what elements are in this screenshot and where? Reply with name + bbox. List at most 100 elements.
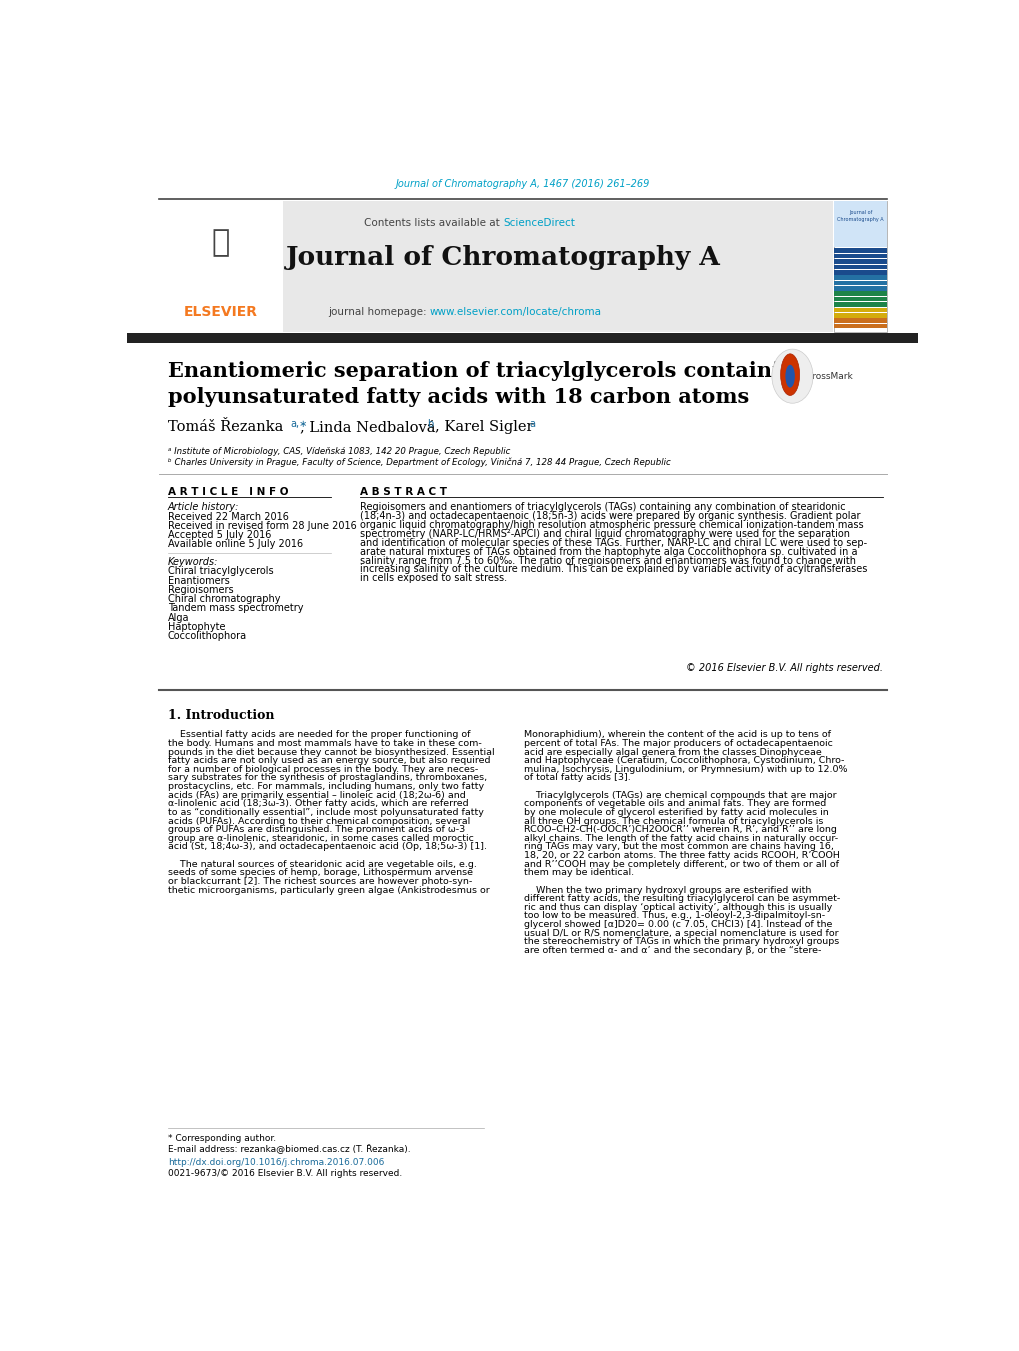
Text: pounds in the diet because they cannot be biosynthesized. Essential: pounds in the diet because they cannot b… (168, 747, 494, 757)
Text: the body. Humans and most mammals have to take in these com-: the body. Humans and most mammals have t… (168, 739, 481, 748)
Text: Received 22 March 2016: Received 22 March 2016 (168, 512, 288, 521)
Text: , Linda Nedbalová: , Linda Nedbalová (300, 420, 435, 434)
Bar (834, 308, 887, 312)
Text: ric and thus can display ‘optical activity’, although this is usually: ric and thus can display ‘optical activi… (524, 902, 832, 912)
Text: groups of PUFAs are distinguished. The prominent acids of ω-3: groups of PUFAs are distinguished. The p… (168, 825, 465, 835)
Text: 18, 20, or 22 carbon atoms. The three fatty acids RCOOH, R’COOH: 18, 20, or 22 carbon atoms. The three fa… (524, 851, 840, 861)
Text: CrossMark: CrossMark (806, 372, 852, 381)
Text: or blackcurrant [2]. The richest sources are however photo-syn-: or blackcurrant [2]. The richest sources… (168, 877, 472, 886)
Text: organic liquid chromatography/high resolution atmospheric pressure chemical ioni: organic liquid chromatography/high resol… (360, 520, 863, 530)
Text: acids (FAs) are primarily essential – linoleic acid (18;2ω-6) and: acids (FAs) are primarily essential – li… (168, 790, 465, 800)
Text: , Karel Sigler: , Karel Sigler (435, 420, 533, 434)
Text: increasing salinity of the culture medium. This can be explained by variable act: increasing salinity of the culture mediu… (360, 565, 866, 574)
Bar (834, 286, 887, 290)
Text: too low to be measured. Thus, e.g., 1-oleoyl-2,3-dipalmitoyl-sn-: too low to be measured. Thus, e.g., 1-ol… (524, 912, 824, 920)
Text: (18;4n-3) and octadecapentaenoic (18;5n-3) acids were prepared by organic synthe: (18;4n-3) and octadecapentaenoic (18;5n-… (360, 511, 860, 521)
Bar (834, 265, 887, 269)
Text: salinity range from 7.5 to 60‰. The ratio of regioisomers and enantiomers was fo: salinity range from 7.5 to 60‰. The rati… (360, 555, 855, 566)
Text: 0021-9673/© 2016 Elsevier B.V. All rights reserved.: 0021-9673/© 2016 Elsevier B.V. All right… (168, 1169, 401, 1178)
Text: journal homepage:: journal homepage: (327, 307, 429, 317)
Text: and Haptophyceae (Ceratium, Coccolithophora, Cystodinium, Chro-: and Haptophyceae (Ceratium, Coccolithoph… (524, 757, 844, 765)
Text: group are α-linolenic, stearidonic, in some cases called moroctic: group are α-linolenic, stearidonic, in s… (168, 834, 473, 843)
Bar (834, 292, 887, 296)
Text: the stereochemistry of TAGs in which the primary hydroxyl groups: the stereochemistry of TAGs in which the… (524, 938, 839, 946)
Text: them may be identical.: them may be identical. (524, 869, 634, 877)
Ellipse shape (780, 354, 799, 396)
Text: b: b (427, 419, 433, 428)
Text: 1. Introduction: 1. Introduction (168, 709, 274, 721)
Text: arate natural mixtures of TAGs obtained from the haptophyte alga Coccolithophora: arate natural mixtures of TAGs obtained … (360, 547, 857, 557)
Text: Coccolithophora: Coccolithophora (168, 631, 247, 642)
Bar (834, 281, 887, 285)
Text: seeds of some species of hemp, borage, Lithospermum arvense: seeds of some species of hemp, borage, L… (168, 869, 473, 877)
Text: Chiral chromatography: Chiral chromatography (168, 594, 280, 604)
Text: fatty acids are not only used as an energy source, but also required: fatty acids are not only used as an ener… (168, 757, 490, 765)
Text: Journal of
Chromatography A: Journal of Chromatography A (837, 211, 883, 222)
Bar (834, 200, 887, 331)
Bar (834, 319, 887, 323)
Text: ᵇ Charles University in Prague, Faculty of Science, Department of Ecology, Vinič: ᵇ Charles University in Prague, Faculty … (168, 458, 669, 467)
Bar (834, 259, 887, 263)
Text: Chiral triacylglycerols: Chiral triacylglycerols (168, 566, 273, 577)
Text: Monoraphidium), wherein the content of the acid is up to tens of: Monoraphidium), wherein the content of t… (524, 731, 830, 739)
Text: Alga: Alga (168, 612, 190, 623)
Text: ELSEVIER: ELSEVIER (183, 305, 257, 319)
Text: acids (PUFAs). According to their chemical composition, several: acids (PUFAs). According to their chemic… (168, 816, 470, 825)
Text: Triacylglycerols (TAGs) are chemical compounds that are major: Triacylglycerols (TAGs) are chemical com… (524, 790, 837, 800)
Text: When the two primary hydroxyl groups are esterified with: When the two primary hydroxyl groups are… (524, 886, 811, 894)
Text: Enantiomers: Enantiomers (168, 576, 229, 585)
Text: a,∗: a,∗ (290, 419, 307, 428)
Bar (834, 254, 887, 258)
Text: Tandem mass spectrometry: Tandem mass spectrometry (168, 604, 303, 613)
Text: mulina, Isochrysis, Lingulodinium, or Prymnesium) with up to 12.0%: mulina, Isochrysis, Lingulodinium, or Pr… (524, 765, 847, 774)
Text: Journal of Chromatography A, 1467 (2016) 261–269: Journal of Chromatography A, 1467 (2016)… (395, 180, 649, 189)
Text: to as “conditionally essential”, include most polyunsaturated fatty: to as “conditionally essential”, include… (168, 808, 483, 817)
Text: Contents lists available at: Contents lists available at (364, 218, 503, 227)
Text: E-mail address: rezanka@biomed.cas.cz (T. Řezanka).: E-mail address: rezanka@biomed.cas.cz (T… (168, 1143, 410, 1152)
Bar (158, 200, 832, 331)
Text: ring TAGs may vary, but the most common are chains having 16,: ring TAGs may vary, but the most common … (524, 843, 834, 851)
Text: The natural sources of stearidonic acid are vegetable oils, e.g.: The natural sources of stearidonic acid … (168, 859, 476, 869)
Bar (158, 200, 282, 331)
Ellipse shape (785, 365, 794, 388)
Text: glycerol showed [α]D20= 0.00 (c 7.05, CHCl3) [4]. Instead of the: glycerol showed [α]D20= 0.00 (c 7.05, CH… (524, 920, 832, 929)
Text: usual D/L or R/S nomenclature, a special nomenclature is used for: usual D/L or R/S nomenclature, a special… (524, 928, 838, 938)
Text: thetic microorganisms, particularly green algae (Ankistrodesmus or: thetic microorganisms, particularly gree… (168, 886, 489, 894)
Bar (834, 270, 887, 274)
Text: percent of total FAs. The major producers of octadecapentaenoic: percent of total FAs. The major producer… (524, 739, 833, 748)
Text: © 2016 Elsevier B.V. All rights reserved.: © 2016 Elsevier B.V. All rights reserved… (686, 662, 882, 673)
Bar (834, 297, 887, 301)
Text: for a number of biological processes in the body. They are neces-: for a number of biological processes in … (168, 765, 478, 774)
Text: * Corresponding author.: * Corresponding author. (168, 1133, 276, 1143)
Bar (834, 276, 887, 280)
Bar (834, 324, 887, 328)
Text: acid (St, 18;4ω-3), and octadecapentaenoic acid (Op, 18;5ω-3) [1].: acid (St, 18;4ω-3), and octadecapentaeno… (168, 843, 486, 851)
Bar (834, 313, 887, 317)
Text: Received in revised form 28 June 2016: Received in revised form 28 June 2016 (168, 521, 357, 531)
Bar (834, 303, 887, 307)
Text: and R’’COOH may be completely different, or two of them or all of: and R’’COOH may be completely different,… (524, 859, 839, 869)
Text: A B S T R A C T: A B S T R A C T (360, 488, 446, 497)
Text: components of vegetable oils and animal fats. They are formed: components of vegetable oils and animal … (524, 800, 825, 808)
Text: 🌿: 🌿 (211, 228, 229, 258)
Text: prostacyclins, etc. For mammals, including humans, only two fatty: prostacyclins, etc. For mammals, includi… (168, 782, 483, 792)
Text: polyunsaturated fatty acids with 18 carbon atoms: polyunsaturated fatty acids with 18 carb… (168, 386, 748, 407)
Text: A R T I C L E   I N F O: A R T I C L E I N F O (168, 488, 288, 497)
Bar (127, 334, 917, 343)
Text: Article history:: Article history: (168, 503, 238, 512)
Text: Accepted 5 July 2016: Accepted 5 July 2016 (168, 530, 271, 540)
Text: alkyl chains. The length of the fatty acid chains in naturally occur-: alkyl chains. The length of the fatty ac… (524, 834, 838, 843)
Text: ᵃ Institute of Microbiology, CAS, Vídeňská 1083, 142 20 Prague, Czech Republic: ᵃ Institute of Microbiology, CAS, Vídeňs… (168, 447, 510, 457)
Text: a: a (529, 419, 535, 428)
Text: RCOO–CH2-CH(-OOCR’)CH2OOCR’’ wherein R, R’, and R’’ are long: RCOO–CH2-CH(-OOCR’)CH2OOCR’’ wherein R, … (524, 825, 837, 835)
Text: ScienceDirect: ScienceDirect (503, 218, 575, 227)
Text: acid are especially algal genera from the classes Dinophyceae: acid are especially algal genera from th… (524, 747, 821, 757)
Text: Journal of Chromatography A: Journal of Chromatography A (285, 246, 720, 270)
Text: in cells exposed to salt stress.: in cells exposed to salt stress. (360, 573, 506, 584)
Text: Tomáš Řezanka: Tomáš Řezanka (168, 420, 283, 434)
Bar (834, 249, 887, 253)
Bar (834, 200, 887, 247)
Text: and identification of molecular species of these TAGs. Further, NARP-LC and chir: and identification of molecular species … (360, 538, 866, 549)
Text: α-linolenic acid (18;3ω-3). Other fatty acids, which are referred: α-linolenic acid (18;3ω-3). Other fatty … (168, 800, 468, 808)
Text: Regioisomers: Regioisomers (168, 585, 233, 594)
